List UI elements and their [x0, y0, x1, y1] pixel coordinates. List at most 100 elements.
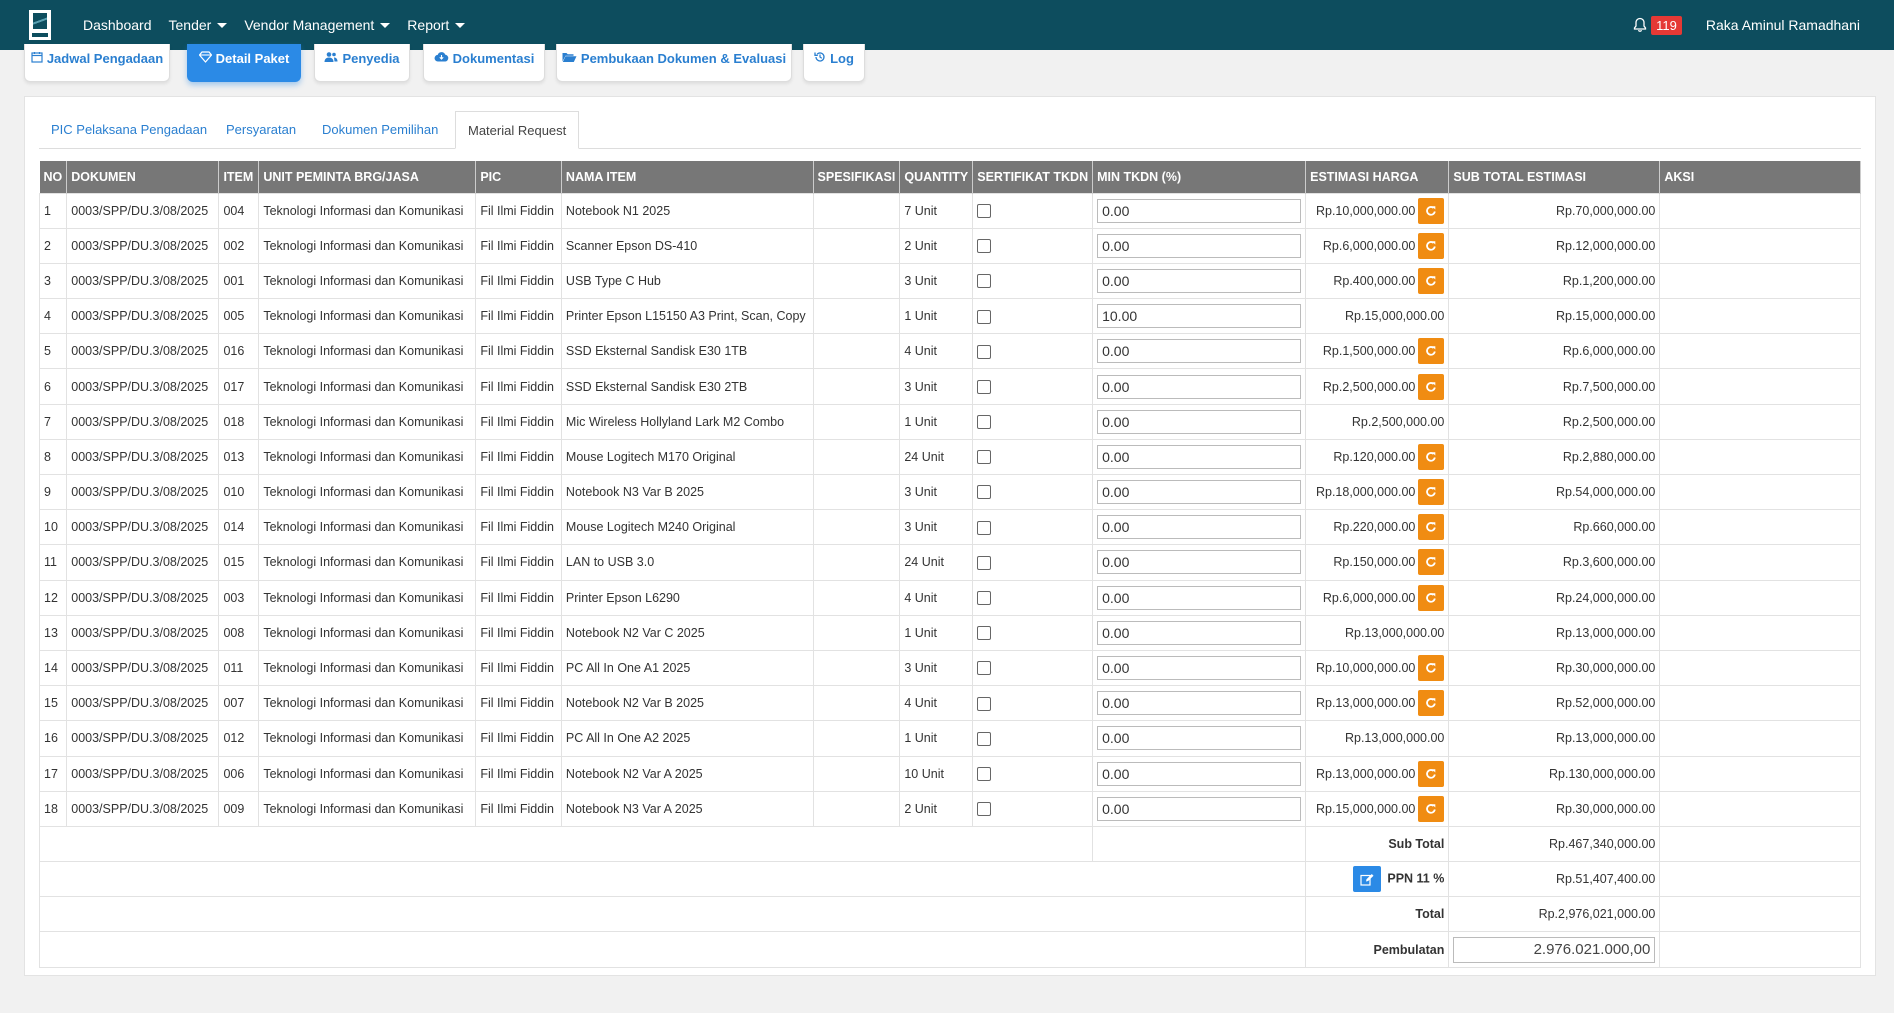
cell-estimasi-harga: Rp.400,000.00 — [1333, 273, 1416, 288]
refresh-price-button[interactable] — [1418, 690, 1445, 717]
min-tkdn-input[interactable] — [1097, 339, 1302, 364]
min-tkdn-input[interactable] — [1097, 726, 1302, 751]
tkdn-checkbox[interactable] — [977, 344, 992, 359]
cell-aksi — [1659, 368, 1861, 405]
table-row: 11 0003/SPP/DU.3/08/2025 015 Teknologi Info… — [38, 544, 1861, 581]
tkdn-checkbox[interactable] — [977, 766, 992, 781]
refresh-price-button[interactable] — [1418, 795, 1445, 822]
nav-vendor-management[interactable]: Vendor Management — [244, 17, 391, 33]
cell-no: 11 — [38, 544, 68, 581]
refresh-price-button[interactable] — [1418, 443, 1445, 470]
min-tkdn-input[interactable] — [1097, 515, 1302, 540]
refresh-price-button[interactable] — [1418, 514, 1445, 541]
tkdn-checkbox[interactable] — [977, 696, 992, 711]
tkdn-checkbox[interactable] — [977, 379, 992, 394]
min-tkdn-input[interactable] — [1097, 761, 1302, 786]
jadwal-pengadaan-button[interactable]: Jadwal Pengadaan — [24, 44, 170, 82]
cell-nama-item: Printer Epson L6290 — [560, 579, 814, 616]
main-card: PIC Pelaksana Pengadaan Persyaratan Doku… — [24, 96, 1876, 976]
tab-persyaratan[interactable]: Persyaratan — [226, 122, 297, 137]
tkdn-checkbox[interactable] — [977, 802, 992, 817]
nav-tender[interactable]: Tender — [169, 17, 228, 33]
detail-paket-button[interactable]: Detail Paket — [187, 44, 301, 82]
cell-dokumen: 0003/SPP/DU.3/08/2025 — [66, 298, 220, 335]
min-tkdn-input[interactable] — [1097, 409, 1302, 434]
min-tkdn-input[interactable] — [1097, 374, 1302, 399]
min-tkdn-input[interactable] — [1097, 656, 1302, 681]
nav-report[interactable]: Report — [407, 17, 466, 33]
cell-spesifikasi — [812, 509, 901, 546]
dokumentasi-button[interactable]: Dokumentasi — [423, 44, 545, 82]
cell-quantity: 3 Unit — [899, 473, 974, 511]
cell-no: 18 — [38, 790, 68, 827]
refresh-price-button[interactable] — [1418, 267, 1445, 294]
refresh-price-button[interactable] — [1418, 655, 1445, 682]
refresh-icon — [1426, 803, 1437, 814]
cell-pic: Fil Ilmi Fiddin — [475, 227, 562, 264]
cell-item: 007 — [218, 685, 260, 722]
cell-unit: Teknologi Informasi dan Komunikasi — [258, 438, 477, 476]
tkdn-checkbox[interactable] — [977, 731, 992, 746]
min-tkdn-input[interactable] — [1097, 796, 1302, 821]
refresh-icon — [1426, 240, 1437, 251]
tkdn-checkbox[interactable] — [977, 415, 992, 430]
edit-ppn-button[interactable] — [1353, 866, 1382, 893]
refresh-price-button[interactable] — [1418, 197, 1445, 224]
cell-no: 7 — [38, 403, 68, 440]
ppn-value: Rp.51,407,400.00 — [1448, 861, 1661, 898]
min-tkdn-input[interactable] — [1097, 480, 1302, 505]
cell-estimasi-harga: Rp.13,000,000.00 — [1315, 696, 1416, 711]
tab-pic-pelaksana-pengadaan[interactable]: PIC Pelaksana Pengadaan — [51, 122, 208, 137]
nav-dashboard[interactable]: Dashboard — [83, 17, 152, 33]
tkdn-checkbox[interactable] — [977, 485, 992, 500]
cell-quantity: 1 Unit — [899, 614, 974, 651]
refresh-price-button[interactable] — [1418, 584, 1445, 611]
tkdn-checkbox[interactable] — [977, 203, 992, 218]
refresh-price-button[interactable] — [1418, 549, 1445, 576]
cell-pic: Fil Ilmi Fiddin — [475, 298, 562, 335]
col-header-item: ITEM — [218, 161, 260, 193]
tab-material-request[interactable]: Material Request — [455, 111, 580, 149]
cell-sub-total-estimasi: Rp.70,000,000.00 — [1448, 192, 1661, 229]
min-tkdn-input[interactable] — [1097, 233, 1302, 258]
tkdn-checkbox[interactable] — [977, 626, 992, 641]
min-tkdn-input[interactable] — [1097, 550, 1302, 575]
table-row: 13 0003/SPP/DU.3/08/2025 008 Teknologi Info… — [38, 614, 1861, 651]
refresh-price-button[interactable] — [1418, 760, 1445, 787]
refresh-price-button[interactable] — [1418, 232, 1445, 259]
tkdn-checkbox[interactable] — [977, 555, 992, 570]
min-tkdn-input[interactable] — [1097, 444, 1302, 469]
cell-sub-total-estimasi: Rp.52,000,000.00 — [1448, 685, 1661, 722]
notification-badge[interactable]: 119 — [1651, 15, 1682, 35]
user-menu[interactable]: Raka Aminul Ramadhani — [1705, 17, 1860, 33]
tkdn-checkbox[interactable] — [977, 239, 992, 254]
min-tkdn-input[interactable] — [1097, 620, 1302, 645]
tkdn-checkbox[interactable] — [977, 450, 992, 465]
refresh-price-button[interactable] — [1418, 373, 1445, 400]
min-tkdn-input[interactable] — [1097, 691, 1302, 716]
tkdn-checkbox[interactable] — [977, 661, 992, 676]
cell-spesifikasi — [812, 614, 901, 651]
log-button[interactable]: Log — [803, 44, 865, 82]
min-tkdn-input[interactable] — [1097, 585, 1302, 610]
tkdn-checkbox[interactable] — [977, 520, 992, 535]
tkdn-checkbox[interactable] — [977, 591, 992, 605]
cell-sub-total-estimasi: Rp.7,500,000.00 — [1448, 368, 1661, 405]
cell-item: 005 — [218, 298, 260, 335]
brand-logo[interactable] — [22, 7, 58, 43]
min-tkdn-input[interactable] — [1097, 304, 1302, 329]
pembukaan-dokumen-evaluasi-button[interactable]: Pembukaan Dokumen & Evaluasi — [556, 44, 792, 82]
refresh-price-button[interactable] — [1418, 338, 1445, 365]
tkdn-checkbox[interactable] — [977, 274, 992, 289]
refresh-price-button[interactable] — [1418, 479, 1445, 506]
cell-dokumen: 0003/SPP/DU.3/08/2025 — [66, 614, 220, 651]
min-tkdn-input[interactable] — [1097, 268, 1302, 293]
penyedia-button[interactable]: Penyedia — [314, 44, 410, 82]
min-tkdn-input[interactable] — [1097, 198, 1302, 223]
pembulatan-input[interactable] — [1453, 936, 1656, 963]
table-row: 1 0003/SPP/DU.3/08/2025 004 Teknologi Infor… — [38, 192, 1861, 229]
cell-unit: Teknologi Informasi dan Komunikasi — [258, 473, 477, 511]
bell-icon[interactable] — [1632, 17, 1648, 33]
tab-dokumen-pemilihan[interactable]: Dokumen Pemilihan — [322, 122, 439, 137]
tkdn-checkbox[interactable] — [977, 309, 992, 324]
